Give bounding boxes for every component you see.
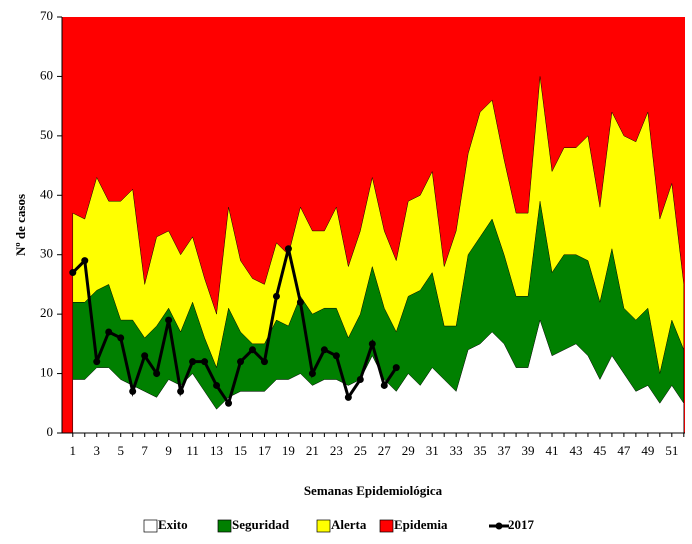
point-2017: [165, 316, 173, 324]
point-2017: [332, 352, 340, 360]
point-2017: [380, 381, 388, 389]
legend-label: Epidemia: [394, 517, 448, 532]
point-2017: [260, 358, 268, 366]
x-tick-label: 41: [546, 443, 559, 458]
point-2017: [368, 340, 376, 348]
point-2017: [344, 393, 352, 401]
line-2017: [71, 248, 398, 407]
point-2017: [201, 358, 209, 366]
point-2017: [225, 399, 233, 407]
plot-area: [62, 17, 685, 434]
y-tick-label: 20: [40, 305, 53, 320]
x-tick-label: 37: [498, 443, 512, 458]
x-tick-label: 33: [450, 443, 463, 458]
point-2017: [69, 269, 77, 277]
x-tick-label: 23: [330, 443, 343, 458]
x-tick-label: 31: [426, 443, 439, 458]
legend-swatch: [379, 519, 394, 533]
point-2017: [177, 387, 185, 395]
point-2017: [308, 370, 316, 378]
legend-label: Seguridad: [232, 517, 290, 532]
point-2017: [105, 328, 113, 336]
x-tick-label: 15: [234, 443, 247, 458]
x-tick-label: 29: [402, 443, 415, 458]
y-axis-title: Nº de casos: [13, 194, 28, 256]
legend-swatch: [316, 519, 331, 533]
point-2017: [141, 352, 149, 360]
point-2017: [284, 245, 292, 253]
x-tick-label: 21: [306, 443, 319, 458]
legend-swatch: [143, 519, 158, 533]
point-2017: [153, 370, 161, 378]
point-2017: [93, 358, 101, 366]
point-2017: [356, 376, 364, 384]
y-tick-label: 70: [40, 8, 53, 23]
x-tick-label: 11: [186, 443, 199, 458]
legend-swatch: [217, 519, 232, 533]
y-tick-label: 40: [40, 186, 53, 201]
point-2017: [129, 387, 137, 395]
x-tick-label: 39: [522, 443, 535, 458]
y-tick-label: 0: [47, 424, 54, 439]
y-tick-label: 30: [40, 246, 53, 261]
point-2017: [272, 292, 280, 300]
point-2017: [237, 358, 245, 366]
x-tick-label: 49: [641, 443, 654, 458]
point-2017: [81, 257, 89, 265]
x-tick-label: 13: [210, 443, 223, 458]
x-tick-label: 25: [354, 443, 367, 458]
legend-label: 2017: [508, 517, 535, 532]
point-2017: [248, 346, 256, 354]
x-tick-label: 19: [282, 443, 295, 458]
y-tick-label: 60: [40, 67, 53, 82]
x-tick-label: 1: [70, 443, 77, 458]
x-tick-label: 45: [593, 443, 606, 458]
y-tick-label: 10: [40, 365, 53, 380]
x-tick-label: 7: [141, 443, 148, 458]
point-2017: [117, 334, 125, 342]
point-2017: [189, 358, 197, 366]
point-2017: [392, 364, 400, 372]
legend-label: Exito: [158, 517, 188, 532]
x-tick-label: 9: [165, 443, 172, 458]
x-tick-label: 43: [569, 443, 582, 458]
x-tick-label: 27: [378, 443, 392, 458]
x-tick-label: 5: [117, 443, 124, 458]
legend-label: Alerta: [331, 517, 367, 532]
x-tick-label: 51: [665, 443, 678, 458]
x-tick-label: 35: [474, 443, 487, 458]
point-2017: [296, 298, 304, 306]
x-tick-label: 17: [258, 443, 272, 458]
legend-marker: [495, 522, 503, 530]
point-2017: [320, 346, 328, 354]
y-tick-label: 50: [40, 127, 53, 142]
x-axis-title: Semanas Epidemiológica: [304, 483, 443, 498]
point-2017: [213, 381, 221, 389]
x-tick-label: 47: [617, 443, 631, 458]
x-tick-label: 3: [93, 443, 100, 458]
